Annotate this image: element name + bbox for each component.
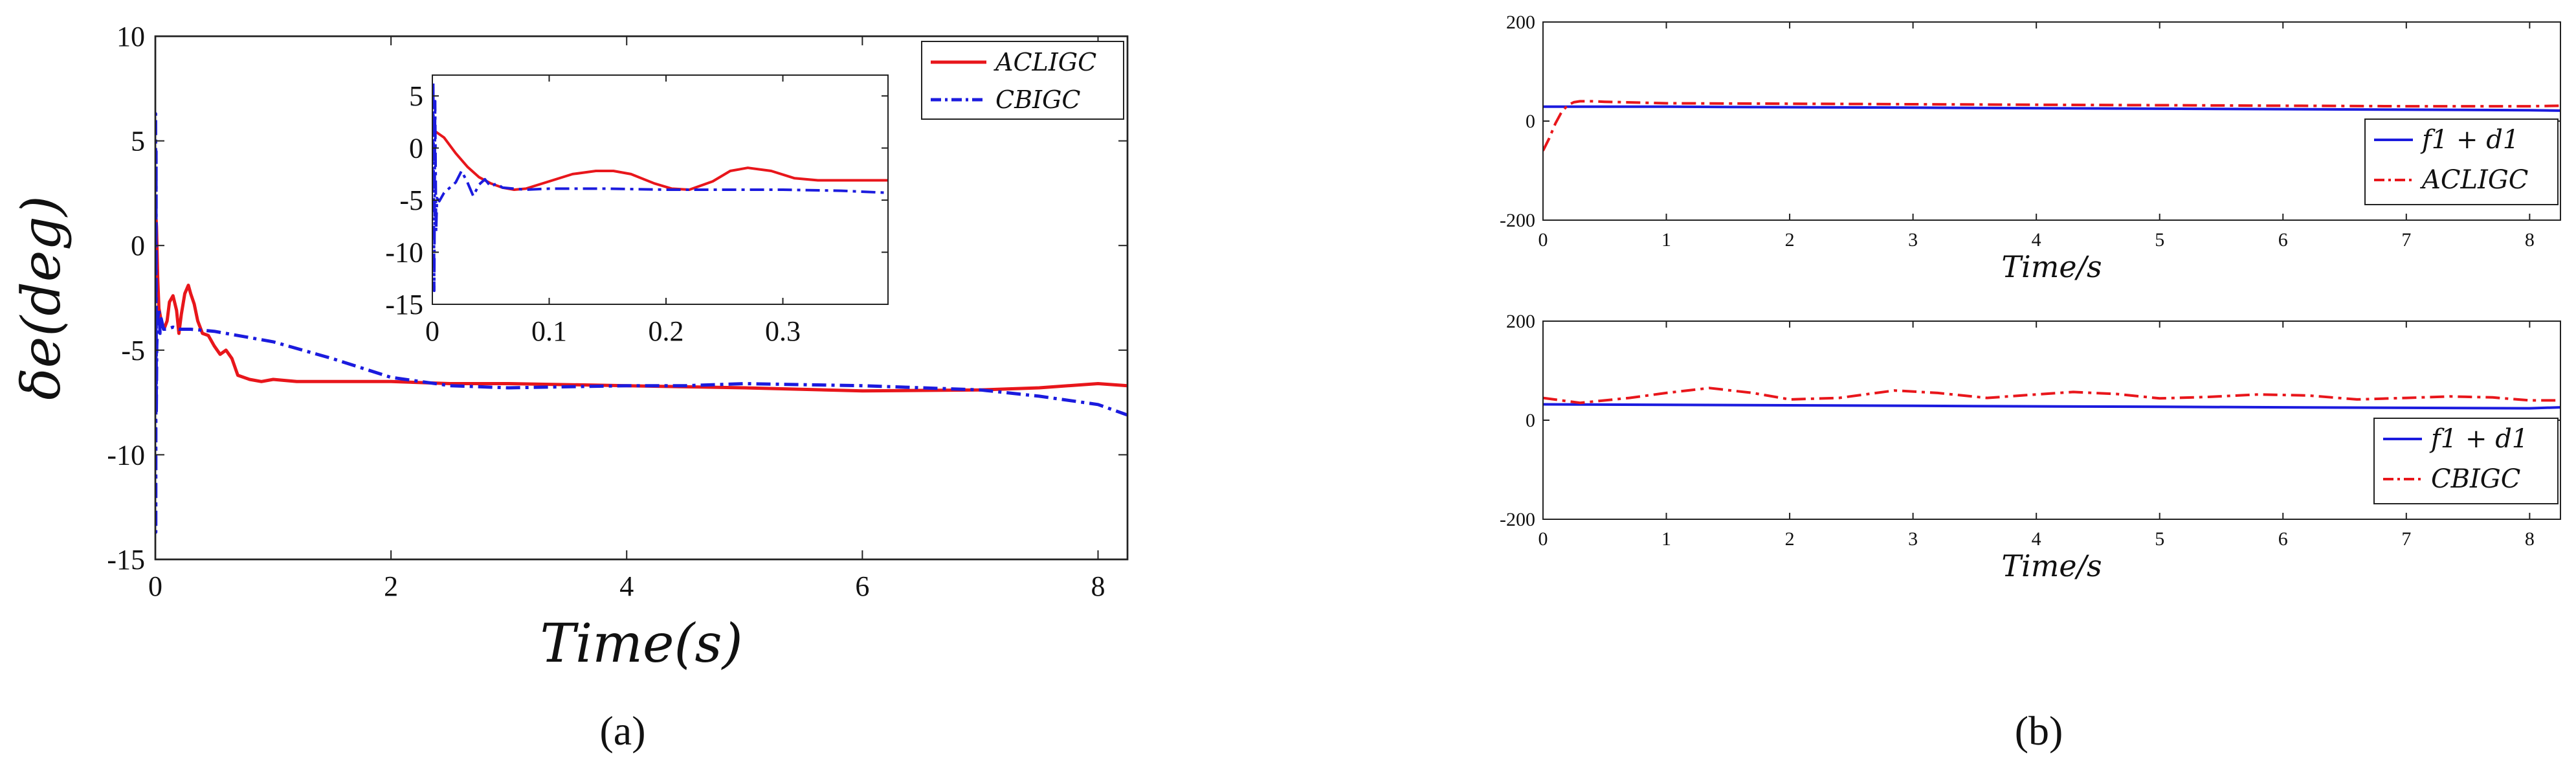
b-bottom-ytick-label: -200 bbox=[1500, 509, 1535, 530]
b-bottom-xtick-label: 1 bbox=[1661, 528, 1671, 550]
b-bottom-legend-label: f1 + d1 bbox=[2429, 424, 2528, 454]
a-inset-ytick-label: 5 bbox=[409, 80, 423, 112]
b-top-series-acligc-line bbox=[1543, 100, 2560, 152]
a-inset-series-cbigc-line bbox=[432, 81, 888, 293]
b-bottom-xtick-label: 7 bbox=[2401, 528, 2411, 550]
b-bottom-xtick-label: 0 bbox=[1538, 528, 1548, 550]
a-main-series-acligc-line bbox=[155, 207, 1127, 393]
a-main-ytick-label: 10 bbox=[117, 21, 145, 52]
a-main-ytick-label: -5 bbox=[121, 335, 145, 366]
a-main-xtick-label: 8 bbox=[1091, 570, 1105, 602]
b-bottom-xtick-label: 6 bbox=[2278, 528, 2288, 550]
a-inset-series-acligc-line bbox=[432, 128, 888, 191]
caption-b: (b) bbox=[2015, 708, 2063, 754]
a-inset-ytick-label: -15 bbox=[385, 289, 423, 320]
a-inset-xtick-label: 0.1 bbox=[531, 315, 567, 347]
b-top-legend-label: ACLIGC bbox=[2419, 165, 2528, 195]
panel-a-inset-chart: 0 0.1 0.2 0.3 -15 -10 -5 0 5 bbox=[385, 74, 889, 347]
b-top-xtick-label: 4 bbox=[2032, 229, 2041, 251]
b-bottom-xtick-label: 3 bbox=[1908, 528, 1918, 550]
a-main-x-axis-label: Time(s) bbox=[540, 613, 742, 675]
b-bottom-x-axis-label: Time/s bbox=[2001, 548, 2102, 583]
b-top-x-axis-label: Time/s bbox=[2001, 249, 2102, 284]
b-top-series-f1-d1-line bbox=[1543, 105, 2560, 112]
b-top-ytick-label: -200 bbox=[1500, 210, 1535, 231]
a-inset-xtick-label: 0.2 bbox=[649, 315, 684, 347]
b-top-legend-box bbox=[2364, 118, 2559, 205]
b-top-xtick-label: 1 bbox=[1661, 229, 1671, 251]
b-top-xtick-label: 7 bbox=[2401, 229, 2411, 251]
a-main-legend-box bbox=[921, 41, 1124, 120]
b-top-xtick-label: 3 bbox=[1908, 229, 1918, 251]
b-bottom-ytick-label: 200 bbox=[1506, 311, 1535, 332]
a-main-y-axis-label: δe(deg) bbox=[11, 196, 72, 399]
b-bottom-ytick-label: 0 bbox=[1526, 410, 1535, 431]
b-bottom-legend-label: CBIGC bbox=[2431, 464, 2520, 494]
b-top-ytick-label: 0 bbox=[1526, 111, 1535, 132]
b-top-xtick-label: 2 bbox=[1785, 229, 1795, 251]
a-main-xtick-label: 6 bbox=[855, 570, 869, 602]
a-main-xtick-label: 4 bbox=[619, 570, 634, 602]
b-bottom-xtick-label: 5 bbox=[2155, 528, 2164, 550]
a-inset-ytick-label: 0 bbox=[409, 133, 423, 164]
a-main-xtick-label: 2 bbox=[384, 570, 398, 602]
b-bottom-xtick-label: 8 bbox=[2525, 528, 2535, 550]
a-main-ytick-label: 0 bbox=[131, 230, 145, 262]
a-main-plot-border bbox=[154, 35, 1129, 561]
b-bottom-series-f1-d1-line bbox=[1543, 403, 2560, 410]
b-bottom-series-cbigc-line bbox=[1543, 387, 2560, 405]
a-inset-ytick-label: -10 bbox=[385, 237, 423, 269]
a-main-legend-label: ACLIGC bbox=[994, 48, 1096, 76]
b-top-plot-border bbox=[1542, 21, 2561, 221]
b-bottom-legend-box bbox=[2373, 418, 2559, 504]
b-top-ytick-label: 200 bbox=[1506, 12, 1535, 33]
b-top-legend-label: f1 + d1 bbox=[2420, 125, 2519, 155]
a-main-xtick-label: 0 bbox=[148, 570, 162, 602]
a-main-series-cbigc-line bbox=[155, 112, 1127, 534]
a-inset-xtick-label: 0 bbox=[425, 315, 439, 347]
caption-a: (a) bbox=[599, 708, 645, 754]
a-main-ytick-label: 5 bbox=[131, 126, 145, 157]
a-main-legend-label: CBIGC bbox=[995, 85, 1080, 114]
b-bottom-xtick-label: 4 bbox=[2032, 528, 2041, 550]
a-inset-ytick-label: -5 bbox=[399, 185, 423, 216]
b-top-xtick-label: 5 bbox=[2155, 229, 2164, 251]
b-top-xtick-label: 0 bbox=[1538, 229, 1548, 251]
a-inset-xtick-label: 0.3 bbox=[765, 315, 801, 347]
b-bottom-plot-border bbox=[1542, 320, 2561, 520]
a-main-ytick-label: -10 bbox=[107, 439, 145, 471]
a-main-ytick-label: -15 bbox=[107, 544, 145, 576]
b-bottom-xtick-label: 2 bbox=[1785, 528, 1795, 550]
b-top-xtick-label: 8 bbox=[2525, 229, 2535, 251]
b-top-xtick-label: 6 bbox=[2278, 229, 2288, 251]
a-inset-plot-border bbox=[432, 74, 889, 305]
